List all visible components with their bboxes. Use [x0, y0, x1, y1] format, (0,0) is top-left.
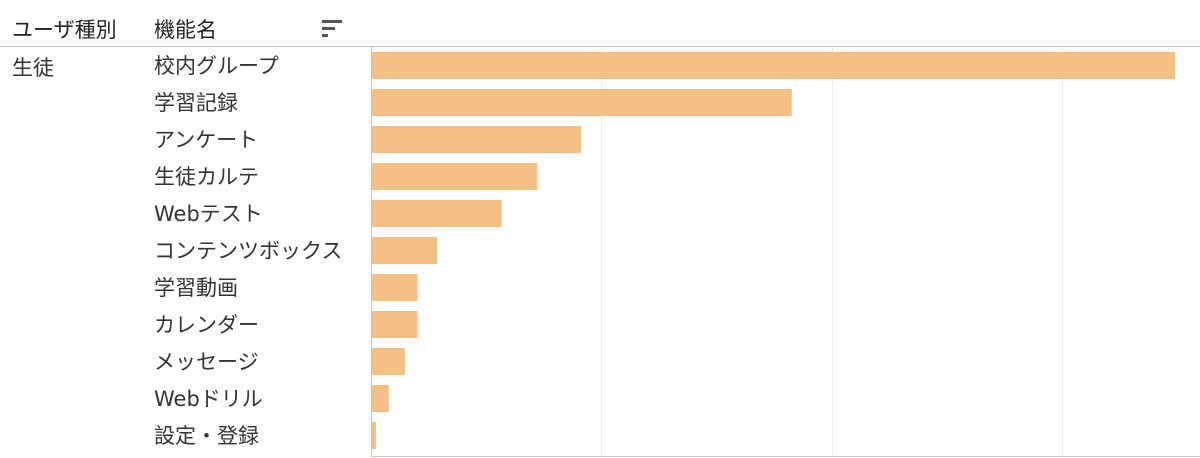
sort-descending-icon[interactable] [321, 19, 343, 39]
bar-chart [371, 47, 1200, 457]
bar-5[interactable] [371, 237, 438, 264]
column-header-user-type: ユーザ種別 [12, 18, 117, 42]
category-label: 生徒カルテ [154, 165, 259, 189]
bar-4[interactable] [371, 200, 502, 227]
category-label: カレンダー [154, 313, 259, 337]
category-label: 設定・登録 [154, 424, 259, 448]
bar-8[interactable] [371, 348, 405, 375]
category-label: メッセージ [154, 350, 259, 374]
column-header-function-name: 機能名 [154, 18, 217, 42]
sort-icon-line-3 [322, 34, 328, 37]
sort-icon-line-1 [322, 20, 342, 23]
bar-7[interactable] [371, 311, 418, 338]
bar-2[interactable] [371, 126, 582, 153]
user-type-label: 生徒 [12, 56, 54, 80]
category-label: 学習動画 [154, 276, 238, 300]
bar-10[interactable] [371, 422, 377, 449]
bar-1[interactable] [371, 89, 792, 116]
bar-3[interactable] [371, 163, 538, 190]
category-label: コンテンツボックス [154, 239, 343, 263]
bar-9[interactable] [371, 385, 389, 412]
category-label: 校内グループ [154, 54, 279, 78]
category-label: 学習記録 [154, 91, 238, 115]
sort-icon-line-2 [322, 27, 335, 30]
category-label: Webテスト [154, 202, 263, 226]
header-divider [0, 46, 1200, 47]
bar-0[interactable] [371, 52, 1176, 79]
category-label: アンケート [154, 128, 259, 152]
bar-6[interactable] [371, 274, 418, 301]
category-label: Webドリル [154, 387, 263, 411]
